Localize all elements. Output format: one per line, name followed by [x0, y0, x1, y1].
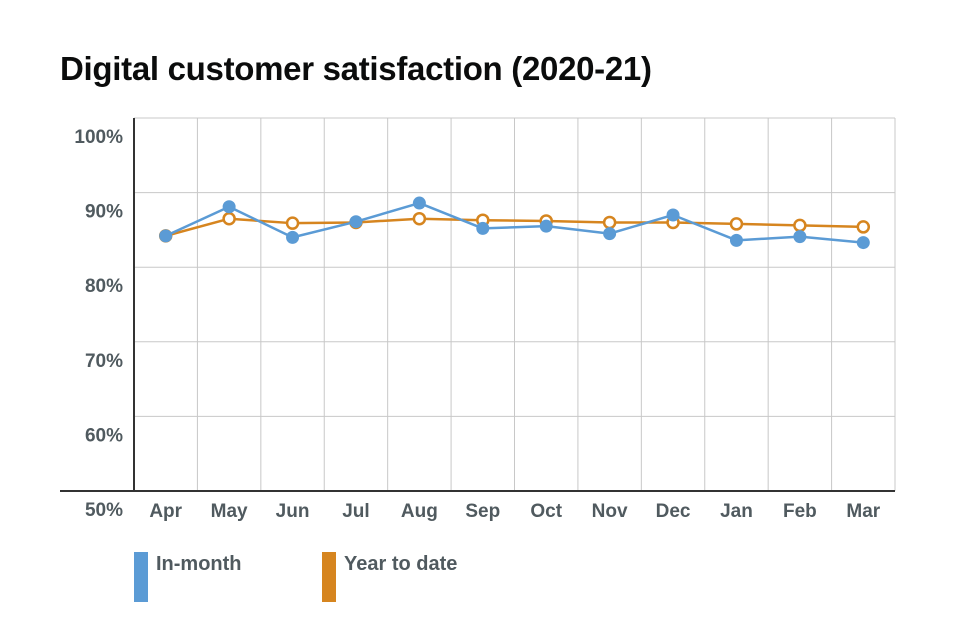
x-tick-label: Nov — [592, 501, 628, 522]
grid-lines — [134, 117, 896, 491]
x-tick-label: Mar — [846, 501, 880, 522]
data-point — [856, 236, 870, 250]
tick-labels: 50% 60% 70% 80% 90% 100% Apr May Jun Jul Aug Sep Oct… — [74, 127, 880, 522]
legend-label-in-month: In-month — [156, 553, 242, 575]
data-point — [412, 196, 426, 210]
series-in-month — [159, 196, 870, 250]
x-tick-label: Apr — [149, 501, 182, 522]
series-lines — [158, 196, 871, 250]
y-tick-label: 90% — [85, 202, 123, 223]
legend-label-year-to-date: Year to date — [344, 553, 458, 575]
x-tick-label: May — [211, 501, 248, 522]
x-tick-label: Feb — [783, 501, 817, 522]
data-point — [856, 220, 871, 234]
data-point — [285, 216, 300, 230]
chart-title: Digital customer satisfaction (2020-21) — [60, 50, 652, 87]
y-tick-label: 100% — [74, 127, 123, 148]
data-point — [603, 227, 617, 241]
series-line — [165, 201, 864, 244]
data-point — [476, 221, 490, 235]
data-point — [159, 229, 173, 243]
data-point — [286, 230, 300, 244]
axes — [60, 118, 895, 492]
y-tick-label: 80% — [85, 276, 123, 297]
x-tick-label: Oct — [530, 501, 562, 522]
data-point — [222, 200, 236, 214]
x-tick-label: Aug — [401, 501, 438, 522]
x-tick-label: Dec — [656, 501, 691, 522]
data-point — [412, 211, 427, 226]
x-tick-label: Jul — [342, 501, 369, 522]
data-point — [793, 230, 807, 244]
y-tick-label: 60% — [85, 425, 123, 446]
data-point — [729, 233, 743, 247]
legend-item-year-to-date: Year to date — [322, 552, 457, 602]
x-tick-label: Sep — [465, 501, 500, 522]
legend-swatch-in-month — [134, 552, 148, 602]
data-point — [793, 218, 807, 233]
data-point — [222, 211, 236, 226]
data-point — [602, 215, 617, 230]
x-tick-label: Jan — [720, 501, 753, 522]
data-point — [729, 217, 744, 231]
legend-item-in-month: In-month — [134, 552, 242, 602]
series-line — [165, 217, 864, 238]
data-point — [349, 215, 363, 229]
legend-swatch-year-to-date — [322, 552, 336, 602]
y-tick-label: 70% — [85, 351, 123, 372]
data-point — [666, 208, 680, 222]
x-tick-label: Jun — [276, 501, 310, 522]
y-tick-label: 50% — [85, 500, 123, 521]
data-point — [539, 219, 553, 233]
